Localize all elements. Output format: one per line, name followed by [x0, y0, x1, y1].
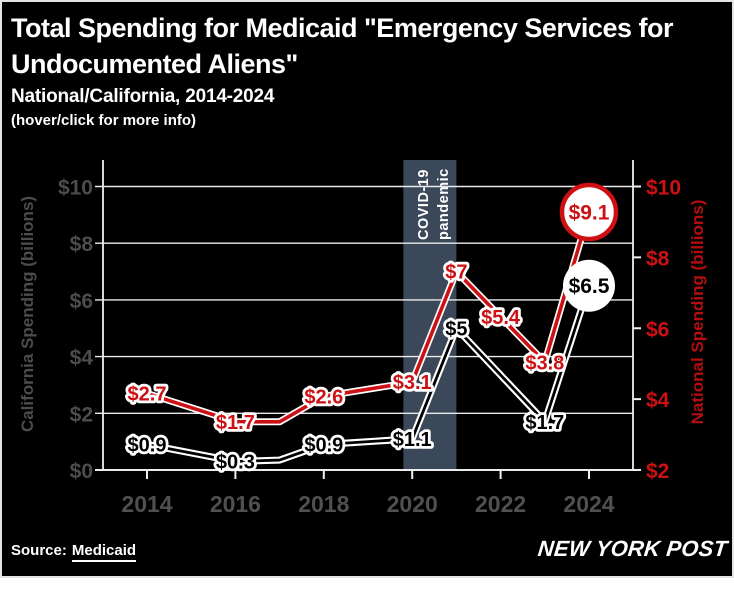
source-link[interactable]: Medicaid: [71, 542, 137, 562]
right-axis-tick-label: $6: [646, 318, 669, 341]
right-axis-tick-label: $10: [646, 177, 681, 200]
covid-band-label-line2: pandemic: [436, 168, 452, 240]
national-endpoint-circle[interactable]: [559, 182, 619, 242]
x-axis-tick-label: 2024: [563, 491, 614, 517]
x-axis-tick-label: 2018: [298, 491, 349, 517]
california-data-label-2018[interactable]: $0.9: [302, 432, 346, 460]
california-data-label-2023[interactable]: $1.7: [523, 409, 567, 437]
california-data-label-2020[interactable]: $1.1: [390, 426, 434, 454]
national-data-label-2020[interactable]: $3.1: [390, 369, 434, 397]
x-axis-tick-label: 2014: [121, 491, 172, 517]
right-axis-tick-label: $4: [646, 389, 670, 412]
hover-hint: (hover/click for more info): [11, 112, 197, 129]
national-data-label-2022[interactable]: $5.4: [478, 304, 523, 332]
nypost-logo: NEW YORK POST: [536, 536, 729, 561]
national-data-label-2018[interactable]: $2.6: [302, 384, 346, 412]
right-axis-tick-label: $8: [646, 247, 670, 270]
california-endpoint-label[interactable]: $6.5: [569, 275, 610, 298]
right-axis-tick-label: $2: [646, 460, 669, 483]
left-axis-tick-label: $8: [70, 233, 94, 256]
x-axis-tick-label: 2022: [475, 491, 526, 517]
source-line: Source: Medicaid: [11, 542, 137, 562]
national-data-label-2014[interactable]: $2.7: [125, 381, 169, 409]
spending-line-chart[interactable]: COVID-19 pandemic $0 $2 $4 $6 $8 $10 2014 2016 201…: [0, 0, 734, 578]
covid-band-label-line1: COVID-19: [416, 169, 432, 240]
national-data-label-2021[interactable]: $7: [443, 259, 471, 287]
california-data-label-2016[interactable]: $0.3: [213, 449, 257, 477]
california-line-casing: [143, 282, 593, 465]
covid-band[interactable]: [403, 160, 457, 470]
california-line[interactable]: [145, 284, 591, 463]
national-data-label-2023[interactable]: $3.8: [523, 350, 567, 378]
left-axis-tick-label: $6: [70, 290, 93, 313]
california-data-label-2021[interactable]: $5: [443, 316, 471, 344]
national-line[interactable]: [145, 210, 591, 424]
left-axis-tick-label: $10: [58, 177, 93, 200]
california-data-label-2014[interactable]: $0.9: [125, 432, 169, 460]
california-endpoint-circle[interactable]: [563, 259, 615, 312]
left-axis-title: California Spending (billions): [18, 196, 37, 432]
national-endpoint-label[interactable]: $9.1: [569, 202, 610, 225]
page-title: Total Spending for Medicaid "Emergency S…: [11, 13, 673, 79]
chart-subtitle: National/California, 2014-2024: [11, 86, 275, 107]
left-axis-tick-label: $4: [70, 347, 94, 370]
x-axis-tick-label: 2016: [210, 491, 261, 517]
x-axis-tick-label: 2020: [387, 491, 438, 517]
source-label: Source:: [11, 542, 67, 559]
right-axis-title: National Spending (billions): [688, 200, 707, 425]
left-axis-tick-label: $0: [70, 460, 93, 483]
national-data-label-2016[interactable]: $1.7: [213, 409, 257, 437]
left-axis-tick-label: $2: [70, 403, 93, 426]
chart-card: Total Spending for Medicaid "Emergency S…: [0, 0, 734, 578]
